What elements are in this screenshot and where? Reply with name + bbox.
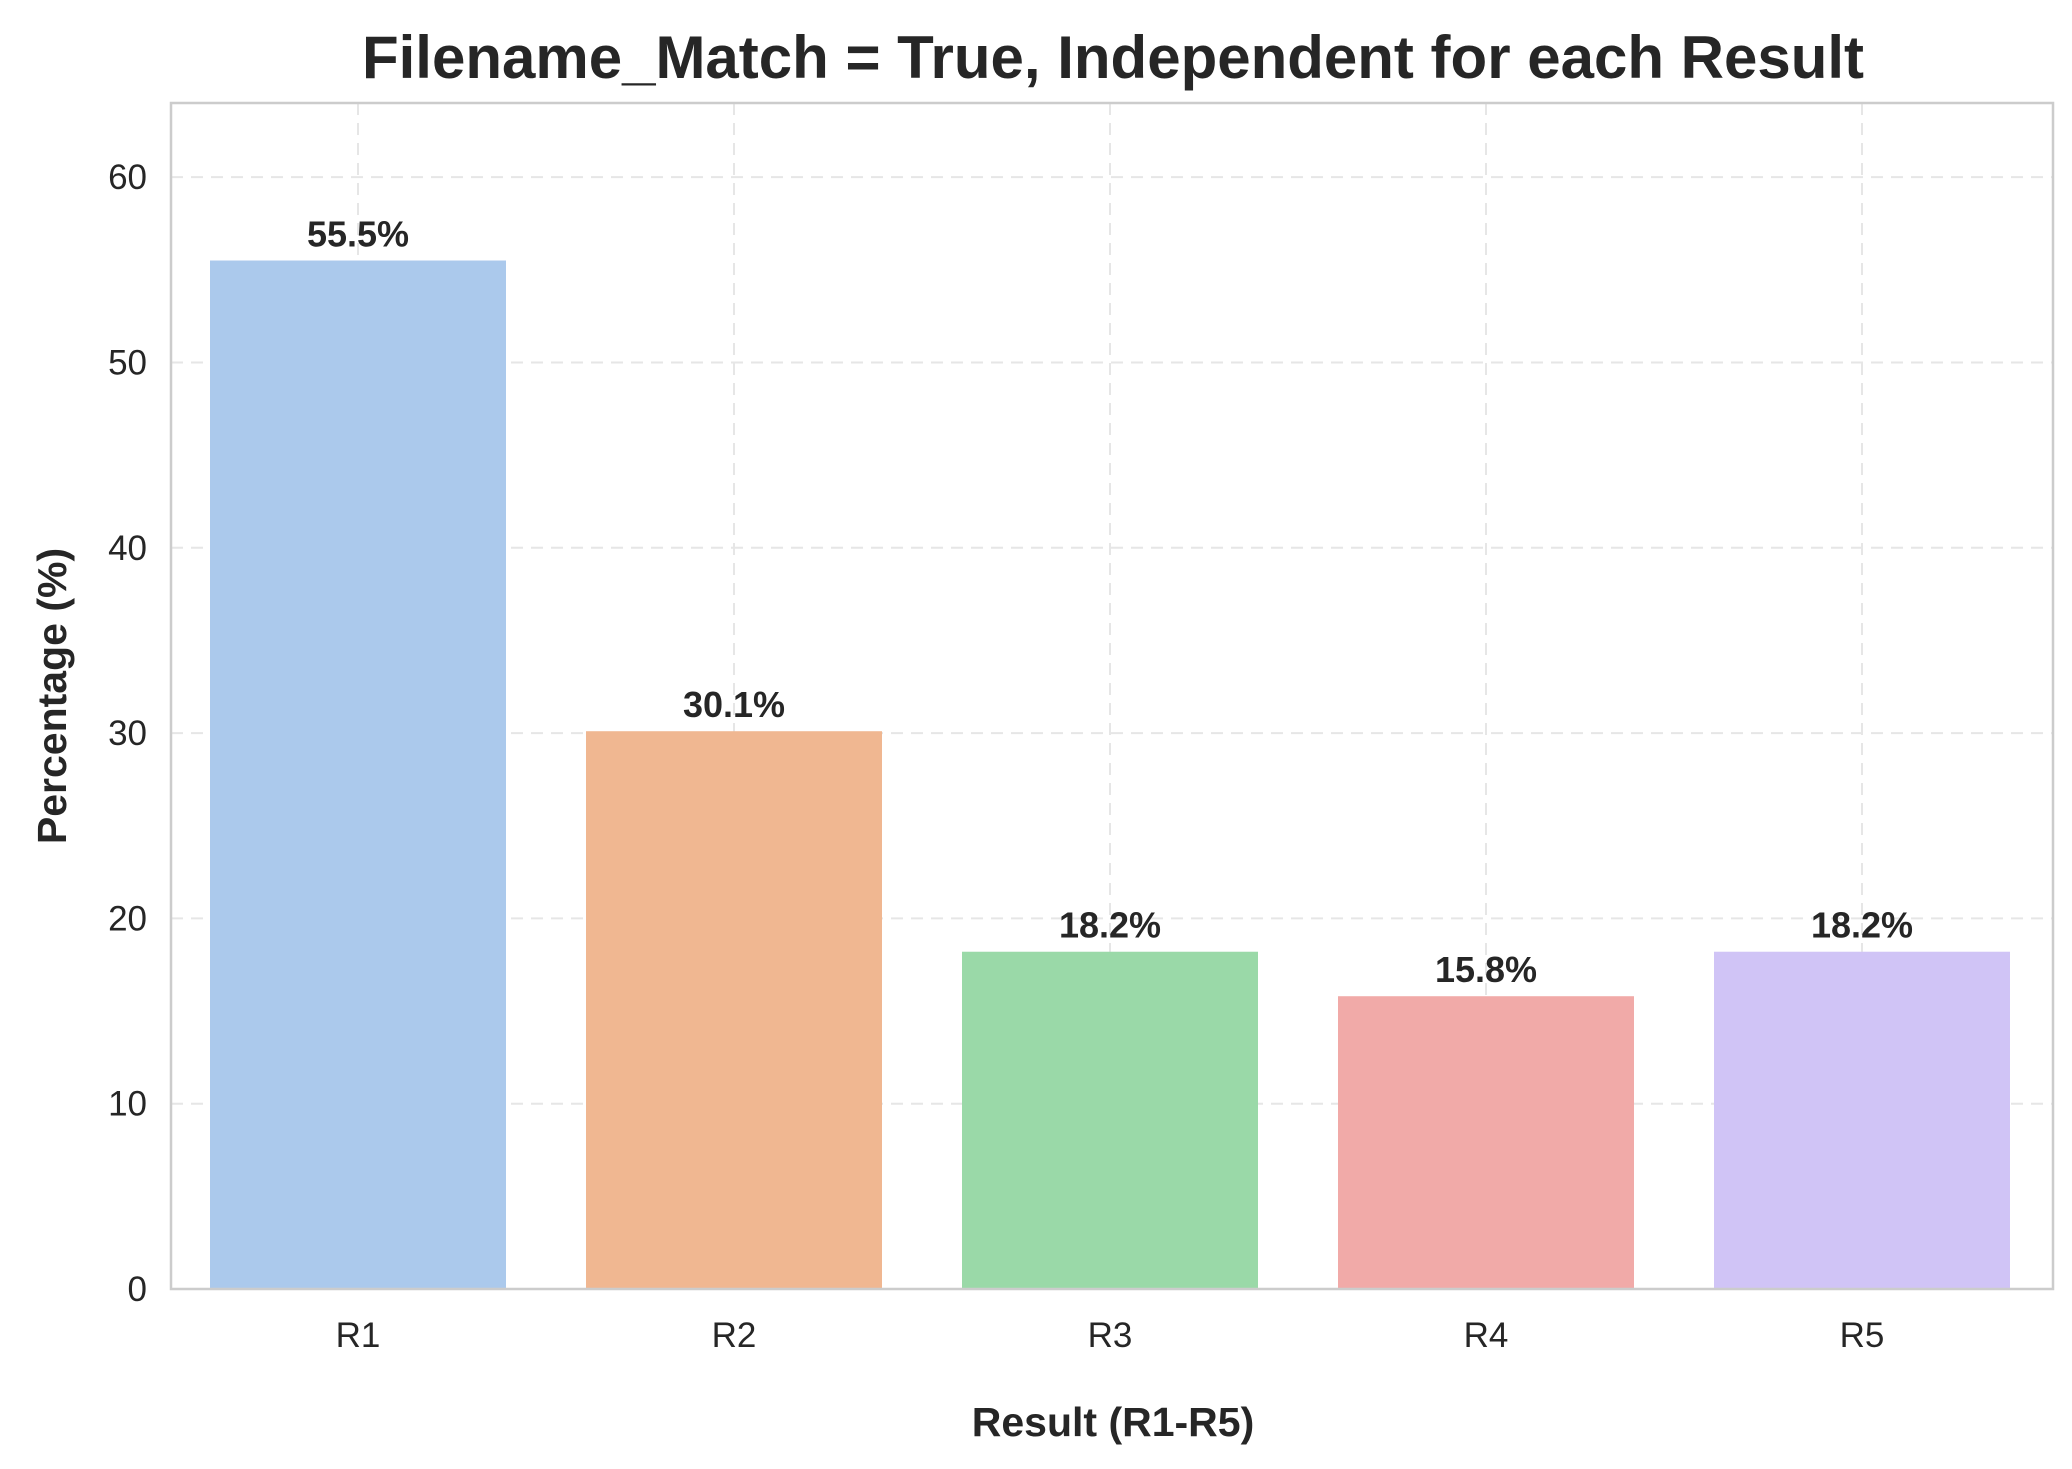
data-label-r2: 30.1% xyxy=(683,684,785,725)
x-tick-label: R5 xyxy=(1840,1316,1885,1355)
bar-r2 xyxy=(586,731,882,1289)
bars xyxy=(210,260,2010,1289)
chart-title: Filename_Match = True, Independent for e… xyxy=(362,24,1864,91)
bar-r5 xyxy=(1714,951,2010,1289)
y-tick-label: 20 xyxy=(108,899,147,938)
plot-frame xyxy=(169,101,2055,1291)
y-tick-label: 10 xyxy=(108,1085,147,1124)
x-tick-label: R4 xyxy=(1464,1316,1509,1355)
bar-r1 xyxy=(210,260,506,1289)
data-label-r1: 55.5% xyxy=(307,214,409,255)
x-axis-label: Result (R1-R5) xyxy=(972,1399,1254,1445)
data-labels: 55.5% 30.1% 18.2% 15.8% 18.2% xyxy=(307,214,1913,991)
bar-r4 xyxy=(1338,996,1634,1289)
data-label-r5: 18.2% xyxy=(1811,905,1913,946)
x-tick-label: R3 xyxy=(1088,1316,1133,1355)
x-tick-label: R1 xyxy=(336,1316,381,1355)
bar-r3 xyxy=(962,951,1258,1289)
y-tick-label: 30 xyxy=(108,714,147,753)
x-axis-ticks: R1 R2 R3 R4 R5 xyxy=(336,1316,1885,1355)
data-label-r4: 15.8% xyxy=(1435,949,1537,990)
y-axis-ticks: 0 10 20 30 40 50 60 xyxy=(108,158,147,1309)
y-tick-label: 60 xyxy=(108,158,147,197)
y-axis-label: Percentage (%) xyxy=(29,548,75,844)
y-tick-label: 0 xyxy=(128,1270,147,1309)
data-label-r3: 18.2% xyxy=(1059,905,1161,946)
y-tick-label: 40 xyxy=(108,529,147,568)
x-tick-label: R2 xyxy=(712,1316,757,1355)
y-tick-label: 50 xyxy=(108,343,147,382)
